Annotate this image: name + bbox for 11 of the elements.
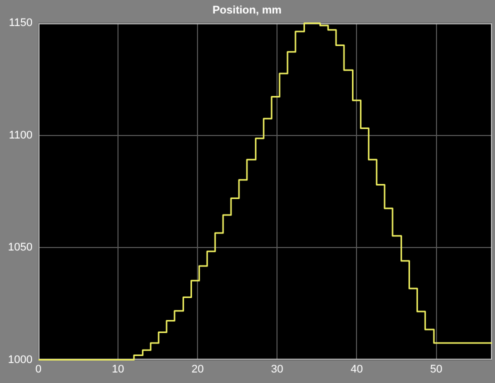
y-tick-label: 1000 <box>8 354 32 366</box>
x-tick-label: 0 <box>35 363 42 376</box>
x-tick-label: 30 <box>271 363 284 376</box>
y-tick-label: 1100 <box>8 129 32 142</box>
y-tick-label: 1050 <box>8 242 32 254</box>
x-tick-label: 20 <box>191 363 204 376</box>
x-tick-label: 10 <box>112 363 124 376</box>
x-tick-label: 50 <box>430 363 442 376</box>
x-tick-label: 40 <box>350 363 363 376</box>
chart-title: Position, mm <box>212 4 282 17</box>
y-tick-label: 1150 <box>8 17 32 30</box>
